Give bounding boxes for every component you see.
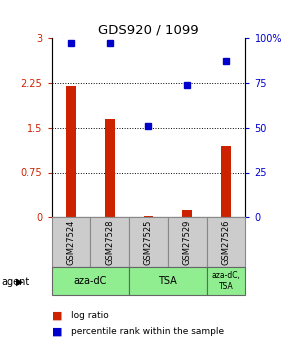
Bar: [66, 86, 76, 217]
Bar: [129, 217, 168, 267]
Bar: [221, 146, 231, 217]
Bar: [52, 217, 90, 267]
Text: ■: ■: [52, 311, 62, 321]
Bar: [90, 217, 129, 267]
Text: aza-dC,
TSA: aza-dC, TSA: [211, 272, 241, 291]
Bar: [182, 210, 192, 217]
Text: GSM27529: GSM27529: [183, 220, 192, 265]
Bar: [207, 217, 245, 267]
Text: ▶: ▶: [16, 277, 23, 287]
Text: agent: agent: [2, 277, 30, 287]
Text: aza-dC: aza-dC: [74, 276, 107, 286]
Text: GSM27524: GSM27524: [66, 220, 75, 265]
Bar: [52, 267, 129, 295]
Text: TSA: TSA: [158, 276, 177, 286]
Bar: [168, 217, 207, 267]
Text: GSM27525: GSM27525: [144, 220, 153, 265]
Text: GSM27528: GSM27528: [105, 220, 114, 265]
Bar: [105, 119, 115, 217]
Bar: [144, 216, 153, 217]
Title: GDS920 / 1099: GDS920 / 1099: [98, 24, 199, 37]
Bar: [207, 267, 245, 295]
Text: GSM27526: GSM27526: [221, 220, 231, 265]
Text: percentile rank within the sample: percentile rank within the sample: [71, 327, 224, 336]
Text: log ratio: log ratio: [71, 311, 109, 320]
Text: ■: ■: [52, 327, 62, 337]
Bar: [129, 267, 207, 295]
